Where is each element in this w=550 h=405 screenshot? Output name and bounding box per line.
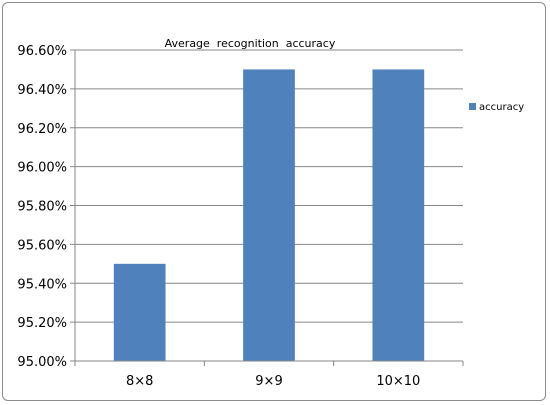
axes xyxy=(74,50,463,362)
bar-1 xyxy=(113,263,166,361)
x-tick-label: 8×8 xyxy=(126,374,153,389)
legend: accuracy xyxy=(469,102,524,113)
x-tick-label: 10×10 xyxy=(376,374,420,389)
bars xyxy=(113,69,425,361)
y-tick-label: 95.80% xyxy=(17,200,67,215)
legend-swatch-accuracy xyxy=(469,103,476,110)
bar-3 xyxy=(372,69,425,361)
y-tick-label: 96.60% xyxy=(17,44,67,59)
y-axis-ticks: 95.00% 95.20% 95.40% 95.60% 95.80% 96.00% 96.2… xyxy=(17,44,75,370)
y-tick-label: 95.00% xyxy=(17,355,67,370)
y-tick-label: 96.00% xyxy=(17,161,67,176)
y-tick-label: 95.60% xyxy=(17,238,67,253)
chart-title: Average recognition accuracy xyxy=(165,37,336,50)
x-axis-ticks: 8×8 9×9 10×10 xyxy=(74,361,464,389)
y-tick-label: 96.40% xyxy=(17,83,67,98)
y-tick-label: 95.20% xyxy=(17,316,67,331)
x-tick-label: 9×9 xyxy=(255,374,282,389)
legend-label-accuracy: accuracy xyxy=(479,102,524,113)
bar-2 xyxy=(243,69,295,361)
y-tick-label: 95.40% xyxy=(17,277,67,292)
y-tick-label: 96.20% xyxy=(17,122,67,137)
